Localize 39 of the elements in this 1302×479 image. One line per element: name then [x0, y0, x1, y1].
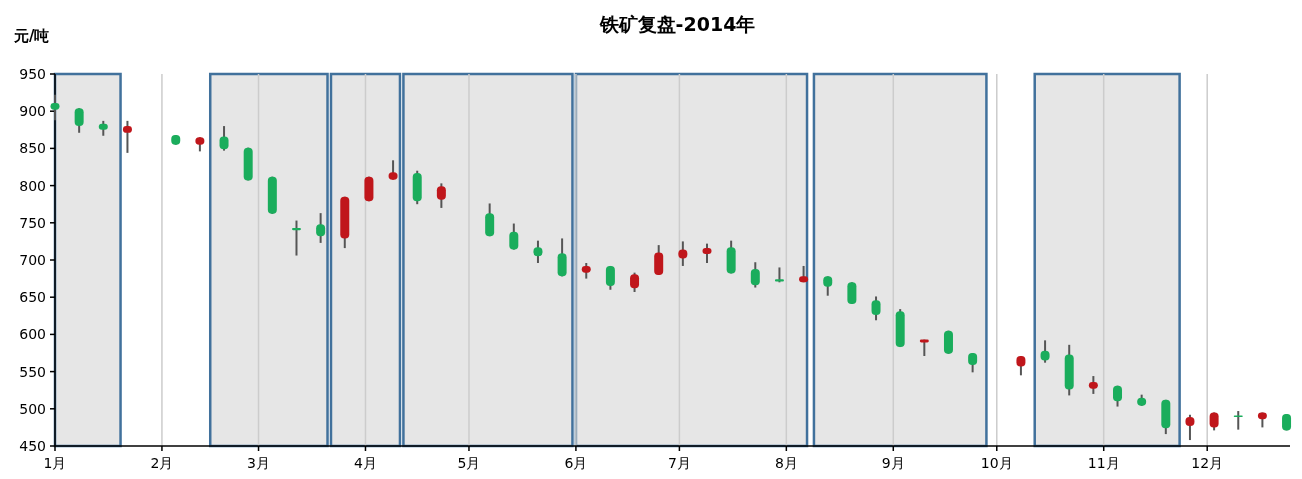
x-tick-label: 8月: [774, 455, 798, 471]
x-tick-label: 7月: [667, 455, 691, 471]
x-tick-label: 6月: [564, 455, 588, 471]
candlestick: [750, 261, 760, 289]
y-tick-label: 650: [19, 289, 46, 306]
candlestick: [630, 271, 640, 293]
y-tick-label: 500: [19, 400, 46, 417]
x-tick-label: 11月: [1087, 455, 1120, 471]
x-tick-label: 10月: [980, 455, 1013, 471]
candlestick: [291, 219, 301, 257]
y-tick-label: 850: [19, 140, 46, 157]
candlestick: [509, 222, 519, 251]
candlestick: [557, 237, 567, 278]
x-tick-label: 12月: [1191, 455, 1224, 471]
y-tick-label: 900: [19, 103, 46, 120]
y-tick-label: 800: [19, 177, 46, 194]
candlestick: [1233, 410, 1243, 431]
y-tick-label: 450: [19, 438, 46, 454]
x-tick-label: 2月: [150, 455, 174, 471]
candlestick: [847, 281, 857, 305]
y-tick-label: 700: [19, 252, 46, 268]
x-tick-label: 9月: [881, 455, 905, 471]
y-tick-label: 550: [19, 363, 46, 380]
candlestick: [968, 352, 978, 374]
chart-title: 铁矿复盘-2014年: [598, 13, 756, 35]
candlestick: [871, 295, 881, 322]
x-tick-label: 4月: [354, 455, 377, 471]
y-tick-label: 950: [19, 66, 46, 82]
y-axis-title: 元/吨: [13, 27, 50, 45]
y-tick-label: 750: [19, 214, 46, 231]
candlestick: [485, 202, 495, 238]
x-tick-label: 5月: [457, 455, 481, 471]
candlestick: [74, 107, 84, 134]
candlestick: [436, 182, 446, 209]
x-tick-label: 3月: [247, 455, 270, 471]
x-tick-label: 1月: [43, 455, 67, 471]
candlestick: [654, 244, 664, 276]
y-tick-label: 600: [19, 326, 46, 343]
candlestick: [316, 212, 326, 244]
